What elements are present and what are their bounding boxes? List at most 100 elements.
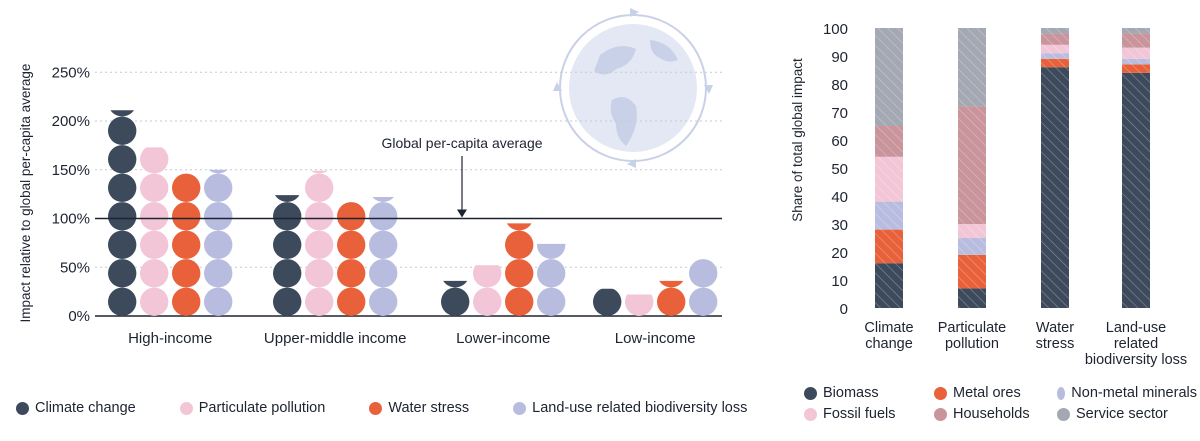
category-label-line: related	[1114, 336, 1158, 352]
bar-segment-hatch	[958, 28, 986, 107]
dot	[108, 287, 137, 316]
bar-segment-hatch	[1122, 28, 1150, 34]
dot	[305, 202, 334, 231]
category-label: Land-use related biodiversity loss	[1085, 320, 1187, 368]
bar-segment-hatch	[1041, 53, 1069, 59]
y-tick-label: 200%	[52, 113, 90, 130]
y-tick-label: 20	[831, 245, 848, 262]
globe-illustration	[553, 8, 713, 168]
partial-dot	[625, 294, 654, 316]
dot	[273, 287, 302, 316]
dot	[369, 202, 398, 231]
dot	[140, 173, 169, 202]
y-tick-label: 50	[831, 161, 848, 178]
dot	[473, 287, 502, 316]
legend-swatch	[369, 401, 383, 415]
legend-item-service-sector: Service sector	[1057, 406, 1197, 422]
dot-column	[108, 110, 137, 316]
globe-orbit-arrow	[704, 85, 713, 94]
legend-item-water-stress: Water stress	[369, 400, 469, 416]
bar-segment-hatch	[1122, 47, 1150, 59]
dot	[305, 173, 334, 202]
partial-dot	[537, 243, 566, 259]
bar-segment-hatch	[875, 126, 903, 157]
y-tick-label: 90	[831, 49, 848, 66]
partial-dot	[443, 280, 468, 288]
bar-segment-hatch	[875, 263, 903, 308]
legend-label: Non-metal minerals	[1071, 385, 1197, 401]
dot	[204, 202, 233, 231]
dot	[140, 287, 169, 316]
stacked-bar	[875, 28, 903, 308]
dot	[505, 287, 534, 316]
legend-swatch	[513, 401, 527, 415]
left-impact-chart: 0% 50% 100% 150% 200% 250% Global per-capita …	[18, 8, 722, 347]
legend-item-biodiversity-loss: Land-use related biodiversity loss	[513, 400, 747, 416]
dot-column	[593, 288, 622, 316]
dot	[441, 287, 470, 316]
dot	[689, 287, 718, 316]
legend-label: Fossil fuels	[823, 406, 896, 422]
dot	[305, 287, 334, 316]
right-y-axis-label: Share of total global impact	[790, 58, 805, 222]
bar-segment-hatch	[875, 201, 903, 230]
partial-dot	[659, 280, 684, 288]
legend-label: Land-use related biodiversity loss	[532, 400, 748, 416]
bar-segment-hatch	[1041, 33, 1069, 45]
dot-column	[473, 265, 502, 316]
legend-label: Households	[953, 406, 1030, 422]
dot-column	[140, 147, 169, 316]
category-label-line: Land-use	[1106, 320, 1166, 336]
left-legend: Climate change Particulate pollution Wat…	[16, 400, 791, 416]
legend-label: Water stress	[388, 400, 470, 416]
y-tick-label: 60	[831, 133, 848, 150]
legend-swatch	[804, 407, 817, 421]
bar-segment-hatch	[958, 106, 986, 224]
reference-arrow-head	[457, 209, 467, 218]
partial-dot	[208, 169, 228, 174]
dot	[204, 259, 233, 288]
dot	[108, 116, 137, 145]
dot-column	[369, 197, 398, 316]
dot	[337, 287, 366, 316]
y-tick-label: 10	[831, 273, 848, 290]
y-tick-label: 0	[840, 301, 848, 318]
legend-item-particulate-pollution: Particulate pollution	[179, 400, 325, 416]
dot-column	[505, 223, 534, 316]
y-tick-label: 40	[831, 189, 848, 206]
bar-segment-hatch	[1122, 64, 1150, 73]
legend-item-climate-change: Climate change	[16, 400, 136, 416]
category-label-line: stress	[1036, 336, 1075, 352]
dot-column	[689, 259, 718, 316]
dot	[537, 287, 566, 316]
left-gridlines	[95, 71, 722, 317]
dot	[172, 287, 201, 316]
category-label: Lower-income	[456, 330, 550, 347]
left-y-axis-label: Impact relative to global per-capita ave…	[18, 64, 33, 323]
stacked-bar	[958, 28, 986, 308]
dot	[204, 230, 233, 259]
dot	[140, 202, 169, 231]
partial-dot	[372, 197, 394, 202]
right-category-labels: Climate change Particulate pollution Water st…	[864, 320, 1187, 368]
bar-segment-hatch	[958, 224, 986, 238]
bar-segment-hatch	[958, 288, 986, 308]
dot	[273, 259, 302, 288]
legend-swatch	[804, 386, 817, 400]
y-tick-label: 70	[831, 105, 848, 122]
category-label: Low-income	[615, 330, 696, 347]
reference-line-label: Global per-capita average	[381, 135, 542, 151]
dot-column	[305, 170, 334, 316]
category-label-line: Water	[1036, 320, 1074, 336]
legend-swatch	[1057, 407, 1070, 421]
y-tick-label: 150%	[52, 162, 90, 179]
dot-column	[657, 280, 686, 316]
partial-dot	[473, 265, 502, 288]
dot	[337, 202, 366, 231]
globe-landmass-east	[650, 40, 678, 62]
partial-dot	[506, 223, 532, 231]
globe-landmass-south	[610, 97, 637, 146]
y-tick-label: 50%	[60, 259, 90, 276]
dot-column	[204, 169, 233, 316]
globe-orbit-arrow	[553, 82, 562, 91]
